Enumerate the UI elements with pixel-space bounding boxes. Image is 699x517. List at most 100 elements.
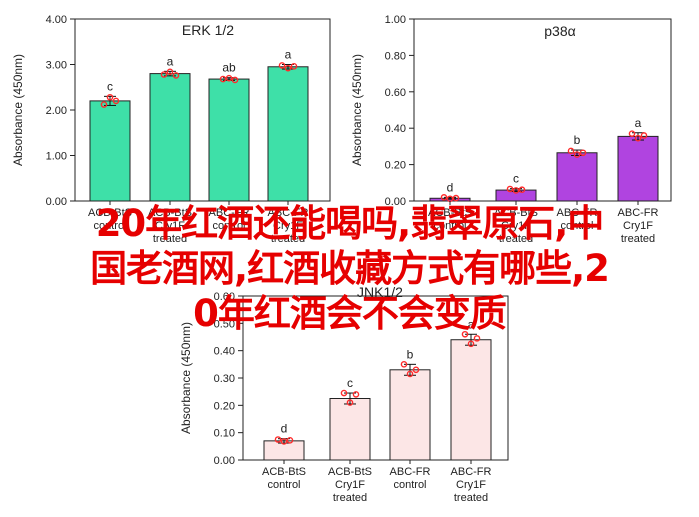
x-tick-label: treated — [499, 233, 533, 245]
data-point — [278, 62, 286, 69]
y-tick-label: 1.00 — [46, 151, 67, 163]
plot-frame — [413, 18, 672, 202]
y-axis-label: Absorbance (450nm) — [179, 322, 193, 434]
chart-title: JNK1/2 — [357, 284, 403, 300]
data-point — [473, 335, 481, 342]
y-axis-label: Absorbance (450nm) — [350, 54, 364, 166]
x-tick-label: control — [212, 220, 245, 232]
significance-letter: ab — [222, 61, 236, 75]
x-tick-label: ABC-FR — [618, 207, 659, 219]
chart-p38: p38α 0.00 0.20 0.40 0.60 0.80 1.00 Absorbance (… — [350, 14, 672, 245]
significance-letter: d — [447, 180, 454, 194]
x-tick-label: Cry1F — [335, 479, 365, 491]
data-point — [506, 185, 514, 193]
chart-erk: ERK 1/2 0.00 1.00 2.00 3.00 4.00 Absorbance (4… — [11, 14, 331, 245]
bar — [208, 78, 250, 202]
x-tick-label: treated — [271, 233, 305, 245]
significance-letter: a — [285, 48, 292, 62]
data-point — [280, 438, 288, 445]
data-point — [284, 64, 292, 72]
y-tick-label: 3.00 — [46, 60, 67, 72]
overlay-title-line2: 国老酒网,红酒收藏方式有哪些,2 — [90, 247, 610, 290]
data-point — [340, 389, 348, 397]
y-tick-label: 1.00 — [385, 14, 406, 26]
x-tick-label: ACB-BtS — [148, 207, 192, 219]
data-point — [579, 149, 587, 157]
y-tick-label: 0.40 — [385, 123, 406, 135]
data-point — [467, 340, 475, 348]
x-tick-label: ABC-FR — [451, 466, 492, 478]
significance-letter: c — [513, 172, 519, 186]
data-point — [100, 101, 108, 108]
x-tick-label: control — [393, 479, 426, 491]
data-point — [634, 134, 642, 142]
x-tick-label: control — [93, 220, 126, 232]
y-tick-label: 0.00 — [214, 455, 235, 467]
y-tick-label: 0.80 — [385, 50, 406, 62]
chart-title: ERK 1/2 — [182, 22, 234, 38]
x-tick-label: ACB-BtS — [328, 466, 372, 478]
data-point — [518, 186, 526, 194]
data-point — [286, 437, 294, 444]
data-point — [160, 71, 168, 78]
data-point — [219, 75, 227, 83]
data-point — [225, 74, 233, 82]
significance-letter: a — [167, 54, 174, 68]
y-tick-label: 0.20 — [214, 400, 235, 412]
y-tick-label: 0.30 — [214, 373, 235, 385]
y-tick-label: 0.40 — [214, 346, 235, 358]
x-tick-label: control — [267, 479, 300, 491]
x-tick-label: ACB-BtS — [428, 207, 472, 219]
data-point — [573, 151, 581, 158]
x-tick-label: control — [433, 220, 466, 232]
bar — [389, 369, 431, 461]
x-tick-label: treated — [621, 233, 655, 245]
bar — [89, 100, 131, 202]
x-tick-label: treated — [454, 492, 488, 504]
x-tick-label: Cry1F — [155, 220, 185, 232]
bar — [267, 66, 309, 202]
y-axis-label: Absorbance (450nm) — [11, 54, 25, 166]
data-point — [452, 194, 460, 202]
y-tick-label: 0.10 — [214, 428, 235, 440]
y-tick-label: 0.00 — [385, 196, 406, 208]
significance-letter: c — [107, 79, 113, 93]
overlay-title-line1: 20年红酒还能喝吗,翡翠原石,中 — [95, 202, 605, 245]
significance-letter: b — [407, 347, 414, 361]
x-tick-label: ABC-FR — [268, 207, 309, 219]
x-tick-label: Cry1F — [501, 220, 531, 232]
y-tick-label: 0.60 — [214, 291, 235, 303]
bar — [556, 152, 598, 202]
bar — [617, 135, 659, 202]
data-point — [231, 76, 239, 84]
x-tick-label: ACB-BtS — [494, 207, 538, 219]
data-point — [406, 370, 414, 378]
data-point — [628, 130, 636, 137]
data-point — [352, 391, 360, 398]
y-tick-label: 0.20 — [385, 160, 406, 172]
significance-letter: c — [347, 376, 353, 390]
data-point — [512, 187, 520, 194]
data-point — [106, 93, 114, 101]
x-tick-label: ACB-BtS — [88, 207, 132, 219]
data-point — [290, 63, 298, 70]
x-tick-label: treated — [333, 492, 367, 504]
significance-letter: b — [574, 133, 581, 147]
data-point — [440, 194, 448, 201]
chart-jnk: JNK1/2 0.00 0.10 0.20 0.30 0.40 0.50 0.60 Absorb… — [179, 284, 509, 504]
data-point — [172, 72, 180, 79]
data-point — [567, 147, 575, 155]
data-point — [166, 68, 174, 76]
y-tick-label: 2.00 — [46, 105, 67, 117]
data-point — [412, 366, 420, 374]
y-tick-label: 4.00 — [46, 14, 67, 26]
data-point — [112, 97, 120, 105]
significance-letter: d — [281, 422, 288, 436]
data-point — [274, 436, 282, 443]
x-tick-label: Cry1F — [623, 220, 653, 232]
y-tick-label: 0.50 — [214, 318, 235, 330]
x-tick-label: ABC-FR — [209, 207, 250, 219]
x-tick-label: ABC-FR — [390, 466, 431, 478]
data-point — [400, 361, 408, 368]
